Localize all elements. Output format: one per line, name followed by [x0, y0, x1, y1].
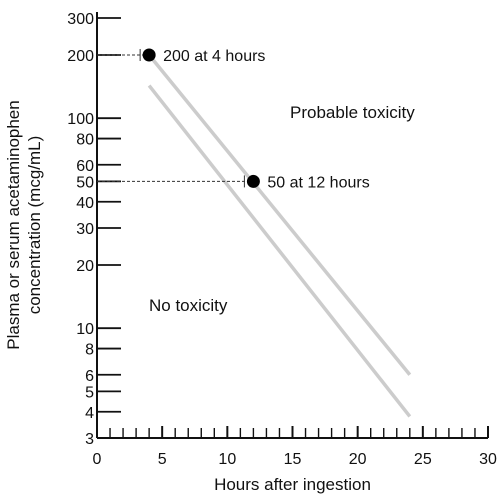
region-label-probable-toxicity: Probable toxicity: [290, 103, 415, 122]
y-tick-label-4: 4: [85, 405, 94, 422]
y-axis-title: Plasma or serum acetaminophen concentrat…: [4, 100, 44, 349]
x-tick-label-25: 25: [414, 451, 432, 468]
y-tick-label-80: 80: [76, 132, 94, 149]
y-tick-label-5: 5: [85, 384, 94, 401]
y-axis-title-line2: concentration (mcg/mL): [25, 136, 44, 315]
x-tick-label-0: 0: [93, 451, 102, 468]
x-tick-label-5: 5: [158, 451, 167, 468]
y-tick-label-30: 30: [76, 221, 94, 238]
threshold-line-1: [147, 53, 412, 376]
y-tick-label-50: 50: [76, 174, 94, 191]
x-axis-title: Hours after ingestion: [214, 475, 371, 494]
x-tick-label-10: 10: [218, 451, 236, 468]
x-tick-label-15: 15: [284, 451, 302, 468]
data-point-2: [246, 174, 260, 188]
data-point-label-2: 50 at 12 hours: [267, 174, 369, 191]
data-points: 200 at 4 hours 50 at 12 hours: [142, 48, 370, 191]
guide-lines: [97, 48, 254, 188]
y-tick-label-300: 300: [67, 11, 94, 28]
y-tick-label-3: 3: [85, 431, 94, 448]
threshold-lines: [147, 53, 412, 418]
x-tick-label-20: 20: [349, 451, 367, 468]
y-tick-label-6: 6: [85, 368, 94, 385]
y-tick-label-200: 200: [67, 48, 94, 65]
chart-labels: Hours after ingestion Plasma or serum ac…: [4, 100, 415, 494]
data-point-label-1: 200 at 4 hours: [163, 48, 265, 65]
data-point-1: [142, 48, 156, 62]
x-tick-label-30: 30: [479, 451, 497, 468]
y-axis-title-line1: Plasma or serum acetaminophen: [4, 100, 23, 349]
y-tick-label-8: 8: [85, 342, 94, 359]
threshold-line-2: [147, 84, 412, 418]
y-tick-label-10: 10: [76, 321, 94, 338]
region-label-no-toxicity: No toxicity: [149, 296, 228, 315]
y-tick-label-20: 20: [76, 258, 94, 275]
y-tick-label-40: 40: [76, 195, 94, 212]
y-tick-label-100: 100: [67, 111, 94, 128]
y-tick-label-60: 60: [76, 158, 94, 175]
